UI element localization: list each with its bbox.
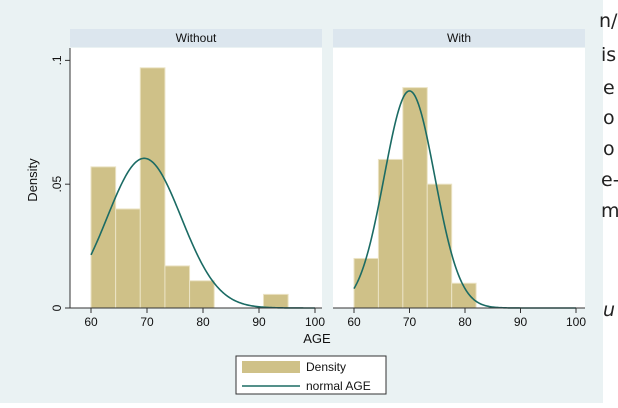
x-axis-label: AGE — [303, 331, 331, 346]
panel-header — [333, 29, 585, 47]
histogram-bar — [164, 265, 191, 309]
background-text-fragment: u — [603, 299, 616, 321]
histogram-bar — [402, 87, 428, 309]
y-tick-label: 0 — [50, 304, 64, 311]
x-tick-label: 60 — [84, 315, 98, 329]
legend-label-normal: normal AGE — [306, 379, 371, 393]
background-text-fragment: n/ — [599, 10, 618, 32]
histogram-bar — [115, 208, 141, 309]
x-tick-label: 90 — [514, 315, 528, 329]
legend-swatch-density — [242, 361, 300, 373]
axes-group: 0 .05 .1 Density AGE — [25, 48, 331, 346]
legend: Density normal AGE — [235, 355, 387, 395]
panel-with: With 60 70 80 90 100 — [333, 29, 586, 329]
panel-title: With — [447, 31, 471, 45]
background-text-fragment: o — [603, 138, 615, 160]
x-tick-label: 100 — [305, 315, 325, 329]
x-tick-label: 90 — [252, 315, 266, 329]
panels-group: Without 60 70 80 90 100 With 60 70 80 90 100 — [70, 29, 586, 329]
x-tick-label: 70 — [140, 315, 154, 329]
y-tick-label: .05 — [50, 176, 64, 193]
panel-title: Without — [176, 31, 217, 45]
histogram-bar — [262, 293, 289, 309]
panel-without: Without 60 70 80 90 100 — [70, 29, 325, 329]
background-text-fragment: m — [601, 200, 618, 222]
x-tick-label: 60 — [347, 315, 361, 329]
panel-header — [70, 29, 322, 47]
x-tick-label: 100 — [566, 315, 586, 329]
histogram-bar — [377, 158, 404, 309]
legend-label-density: Density — [306, 360, 346, 374]
y-tick-label: .1 — [50, 55, 64, 65]
x-tick-label: 80 — [458, 315, 472, 329]
histogram-bar — [90, 166, 117, 309]
y-axis-label: Density — [25, 158, 40, 202]
background-text-fragment: o — [603, 107, 615, 129]
histogram-bar — [139, 67, 166, 309]
histogram-bar — [189, 280, 215, 309]
background-text-fragment: e — [603, 77, 615, 99]
x-tick-label: 80 — [196, 315, 210, 329]
background-text-fragment: is — [601, 44, 617, 66]
background-text-fragment: e- — [601, 169, 618, 191]
histogram-bar — [426, 183, 453, 309]
x-tick-label: 70 — [403, 315, 417, 329]
